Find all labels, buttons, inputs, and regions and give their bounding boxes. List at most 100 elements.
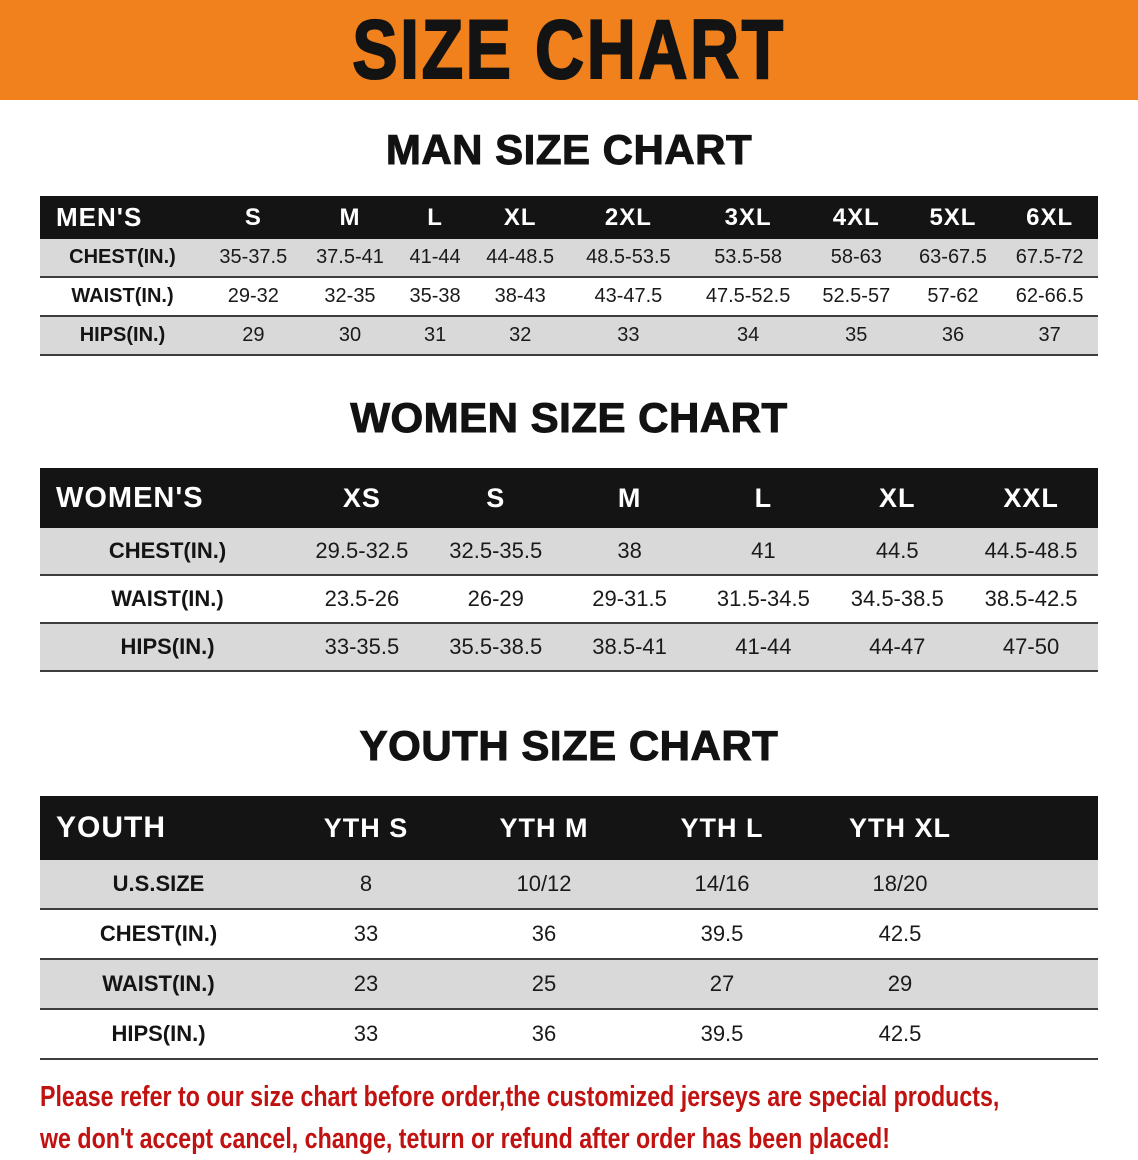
men-section-heading: MAN SIZE CHART (385, 126, 753, 174)
row-label-cell: CHEST(IN.) (69, 246, 176, 268)
header-row: WOMEN'S XS S M L XL XXL (40, 468, 1098, 528)
men-size-table: MEN'S S M L XL 2XL 3XL 4XL 5XL 6XL CHEST(IN.) 35-37… (40, 196, 1098, 356)
row-label-cell: WAIST(IN.) (71, 285, 174, 307)
spacer-cell (989, 796, 1098, 860)
row-label-cell: U.S.SIZE (112, 871, 205, 896)
size-value-cell: 31.5-34.5 (716, 586, 810, 611)
size-column-header: YTH XL (811, 796, 989, 860)
size-value-cell: 48.5-53.5 (586, 246, 671, 268)
size-value-cell: 33 (353, 1021, 379, 1046)
size-value-cell: 36 (531, 1021, 557, 1046)
size-value-cell: 47-50 (1002, 634, 1060, 659)
size-value-cell: 38.5-42.5 (984, 586, 1078, 611)
size-value-cell: 18/20 (872, 871, 928, 896)
table-title-cell: WOMEN'S (40, 468, 295, 528)
spacer-cell (989, 959, 1098, 1009)
spacer-cell (989, 860, 1098, 909)
size-column-header: M (301, 196, 399, 239)
size-value-cell: 32 (509, 324, 532, 346)
header-row: YOUTH YTH S YTH M YTH L YTH XL (40, 796, 1098, 860)
row-label-cell: HIPS(IN.) (79, 324, 166, 346)
size-value-cell: 34.5-38.5 (850, 586, 944, 611)
spacer-cell (989, 1009, 1098, 1059)
size-value-cell: 33 (353, 921, 379, 946)
size-value-cell: 32.5-35.5 (449, 538, 543, 563)
header-row: MEN'S S M L XL 2XL 3XL 4XL 5XL 6XL (40, 196, 1098, 239)
size-column-header: XL (471, 196, 569, 239)
row-label-cell: CHEST(IN.) (99, 921, 218, 946)
youth-size-table: YOUTH YTH S YTH M YTH L YTH XL U.S.SIZE 8 10/12… (40, 796, 1098, 1060)
youth-size-section: YOUTH SIZE CHART YOUTH YTH S YTH M YTH L YTH… (0, 672, 1138, 1060)
size-value-cell: 35-37.5 (219, 246, 288, 268)
size-value-cell: 47.5-52.5 (705, 285, 791, 307)
size-value-cell: 35.5-38.5 (449, 634, 543, 659)
size-value-cell: 41-44 (735, 634, 792, 659)
measurement-row: CHEST(IN.) 33 36 39.5 42.5 (40, 909, 1098, 959)
table-head: MEN'S S M L XL 2XL 3XL 4XL 5XL 6XL (40, 196, 1098, 239)
title-banner: SIZE CHART (0, 0, 1138, 100)
size-column-header: XL (830, 468, 965, 528)
size-column-header: YTH L (633, 796, 811, 860)
women-size-section: WOMEN SIZE CHART WOMEN'S XS S M L XL XXL CHEST(… (0, 356, 1138, 672)
measurement-row: HIPS(IN.) 33-35.5 35.5-38.5 38.5-41 41-44 44-… (40, 623, 1098, 671)
size-column-header: 3XL (688, 196, 808, 239)
size-value-cell: 38 (617, 538, 642, 563)
table-body: CHEST(IN.) 35-37.5 37.5-41 41-44 44-48.5 48.5… (40, 239, 1098, 355)
measurement-row: WAIST(IN.) 23.5-26 26-29 29-31.5 31.5-34.5 34… (40, 575, 1098, 623)
spacer-cell (989, 909, 1098, 959)
size-value-cell: 63-67.5 (919, 246, 987, 268)
measurement-row: WAIST(IN.) 29-32 32-35 35-38 38-43 43-47.5 47.… (40, 277, 1098, 316)
size-column-header: L (696, 468, 831, 528)
measurement-row: CHEST(IN.) 29.5-32.5 32.5-35.5 38 41 44.5 44.5… (40, 528, 1098, 575)
page-title: SIZE CHART (351, 2, 786, 97)
size-value-cell: 44-47 (869, 634, 926, 659)
size-value-cell: 10/12 (516, 871, 572, 896)
women-size-table: WOMEN'S XS S M L XL XXL CHEST(IN.) 29.5-32.5 32.5… (40, 468, 1098, 672)
size-value-cell: 67.5-72 (1015, 246, 1084, 268)
size-value-cell: 27 (709, 971, 735, 996)
size-value-cell: 14/16 (694, 871, 750, 896)
table-title-cell: MEN'S (40, 196, 205, 239)
table-head: YOUTH YTH S YTH M YTH L YTH XL (40, 796, 1098, 860)
size-column-header: S (428, 468, 563, 528)
size-value-cell: 42.5 (878, 1021, 922, 1046)
size-value-cell: 29 (242, 324, 265, 346)
row-label-cell: CHEST(IN.) (108, 538, 227, 563)
measurement-row: HIPS(IN.) 29 30 31 32 33 34 35 36 37 (40, 316, 1098, 355)
row-label-cell: WAIST(IN.) (111, 586, 224, 611)
size-value-cell: 36 (531, 921, 557, 946)
size-value-cell: 43-47.5 (594, 285, 663, 307)
size-value-cell: 41-44 (409, 246, 461, 268)
size-value-cell: 42.5 (878, 921, 922, 946)
size-value-cell: 52.5-57 (822, 285, 891, 307)
size-value-cell: 44.5 (875, 538, 919, 563)
size-value-cell: 31 (423, 324, 447, 346)
size-value-cell: 38.5-41 (592, 634, 667, 659)
size-value-cell: 30 (338, 324, 362, 346)
measurement-row: U.S.SIZE 8 10/12 14/16 18/20 (40, 860, 1098, 909)
size-value-cell: 25 (531, 971, 557, 996)
size-column-header: L (398, 196, 472, 239)
size-value-cell: 29.5-32.5 (315, 538, 409, 563)
row-label-cell: WAIST(IN.) (102, 971, 215, 996)
size-value-cell: 58-63 (830, 246, 882, 268)
table-body: CHEST(IN.) 29.5-32.5 32.5-35.5 38 41 44.5 44.5… (40, 528, 1098, 671)
disclaimer-line-1: Please refer to our size chart before or… (40, 1081, 1000, 1113)
size-value-cell: 29 (887, 971, 913, 996)
measurement-row: CHEST(IN.) 35-37.5 37.5-41 41-44 44-48.5 48.5… (40, 239, 1098, 277)
measurement-row: HIPS(IN.) 33 36 39.5 42.5 (40, 1009, 1098, 1059)
size-value-cell: 23.5-26 (324, 586, 400, 611)
size-column-header: 4XL (807, 196, 905, 239)
size-value-cell: 38-43 (494, 285, 546, 307)
size-value-cell: 29-31.5 (592, 586, 667, 611)
size-value-cell: 37.5-41 (316, 246, 384, 268)
size-value-cell: 33-35.5 (324, 634, 400, 659)
table-head: WOMEN'S XS S M L XL XXL (40, 468, 1098, 528)
size-column-header: XS (295, 468, 429, 528)
row-label-cell: HIPS(IN.) (120, 634, 215, 659)
size-value-cell: 62-66.5 (1015, 285, 1084, 307)
size-column-header: 6XL (1001, 196, 1098, 239)
disclaimer-line-2: we don't accept cancel, change, teturn o… (40, 1123, 890, 1156)
size-column-header: M (562, 468, 697, 528)
